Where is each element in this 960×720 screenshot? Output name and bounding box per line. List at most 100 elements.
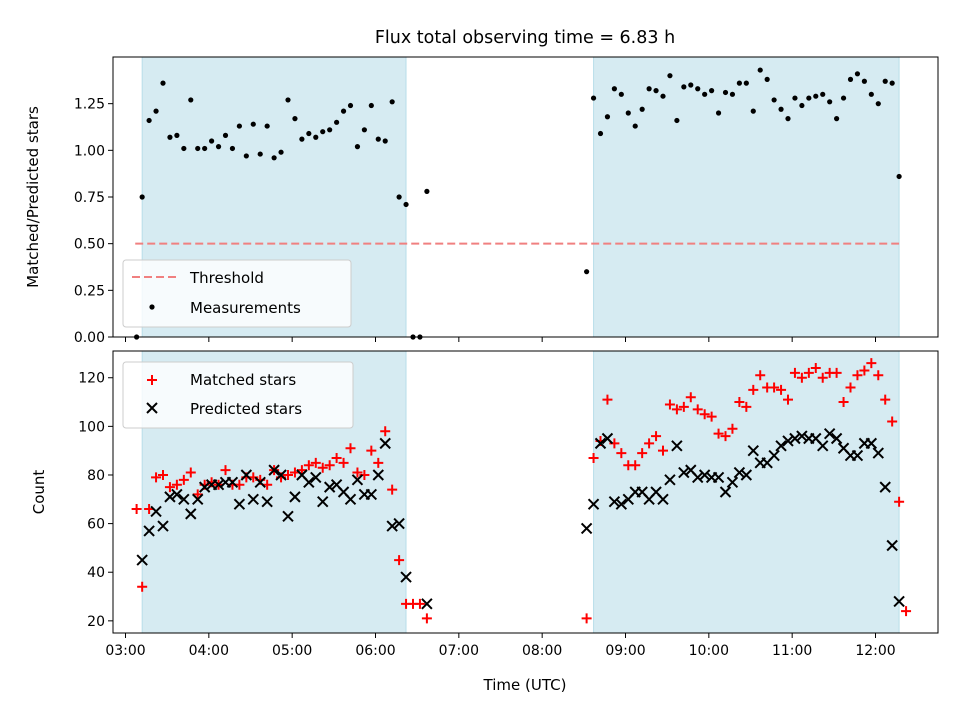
matched-point [817,372,828,383]
measurement-point [285,97,291,103]
matched-point [658,445,668,456]
series-predicted-stars [136,427,905,610]
measurement-point [889,80,895,86]
measurement-point [667,73,673,79]
matched-point [720,431,731,442]
matched-point [338,457,349,468]
measurement-point [368,102,374,109]
matched-point [164,482,175,493]
measurement-point [854,71,861,77]
matched-point [769,382,780,393]
predicted-point [830,432,843,445]
matched-point [637,448,648,459]
predicted-point [157,520,169,532]
predicted-point [275,469,287,481]
measurement-point [375,136,381,142]
measurement-point [757,67,763,73]
measurement-point [424,188,430,194]
x-tick-label: 11:00 [772,643,812,659]
matched-point [713,428,724,439]
measurement-point [236,123,242,129]
measurement-point [174,132,180,138]
measurement-point [340,108,347,114]
matched-point [901,606,912,617]
matched-point [644,438,655,449]
measurement-point [195,145,201,152]
x-tick-label: 10:00 [689,643,729,659]
matched-point [331,452,342,463]
measurement-point [688,82,694,88]
measurement-point [597,130,604,137]
measurement-point [403,201,409,208]
predicted-point [289,491,301,503]
matched-point [838,397,849,408]
predicted-point [712,471,725,484]
measurement-point [847,76,854,82]
y-axis-label: Matched/Predicted stars [24,106,42,288]
y-tick-label: 80 [87,468,105,484]
predicted-point [317,496,329,508]
predicted-point [247,493,259,506]
measurement-point [799,102,805,109]
measurement-point [625,110,631,116]
matched-point [178,474,189,485]
matched-point [324,460,335,471]
matched-point [366,445,377,456]
measurement-point [229,145,236,152]
predicted-point [372,469,384,481]
series-measurements [134,67,902,340]
matched-point [803,367,814,378]
measurement-point [382,138,388,144]
axes-frame [112,350,939,634]
measurement-point [222,132,229,138]
predicted-point [587,498,600,510]
predicted-point [226,476,239,488]
ratio-panel: 0.00 0.25 0.50 0.75 1.00 1.25 Matched/Predicte… [24,56,939,346]
measurement-point [813,93,819,99]
measurement-point [278,149,284,155]
legend-label: Measurements [190,299,301,317]
measurement-point [834,116,840,122]
predicted-point [851,449,864,462]
matched-point [588,452,599,463]
y-tick-label: 1.00 [74,143,105,159]
predicted-point [817,440,829,452]
measurement-point [188,97,194,103]
x-tick-label: 05:00 [272,643,312,659]
measurement-point [334,119,340,125]
matched-point [727,423,738,434]
matched-point [894,496,905,507]
measurement-point [896,173,902,180]
measurement-point [681,84,687,90]
predicted-point [678,466,690,479]
x-tick-label: 03:00 [105,643,145,659]
legend-measurement-swatch [149,304,155,310]
matched-point [887,416,898,427]
measurement-point [702,91,708,97]
legend-box [122,259,352,328]
matched-point [296,465,307,476]
y-tick-label: 60 [87,517,105,533]
predicted-point [198,481,211,493]
predicted-point [310,471,322,484]
predicted-point [726,476,739,488]
shaded-interval-2 [593,350,900,634]
predicted-point [615,498,628,510]
measurement-point [313,134,319,140]
predicted-point [719,486,732,498]
legend: Threshold Measurements [122,259,352,328]
matched-point [581,613,592,624]
legend-label: Matched stars [190,371,296,389]
predicted-point [733,466,746,479]
measurement-point [611,86,617,92]
matched-point [664,399,675,410]
measurement-point [389,99,395,105]
measurement-point [354,144,361,150]
measurement-point [264,123,270,129]
predicted-point [775,440,787,452]
predicted-point [233,498,246,510]
predicted-point [768,449,780,462]
matched-point [755,370,766,381]
measurement-point [604,114,611,120]
